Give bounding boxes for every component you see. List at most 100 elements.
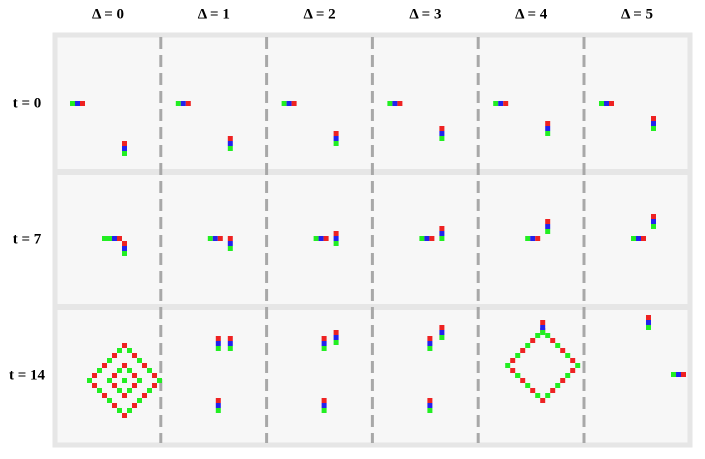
cell — [333, 236, 339, 241]
cell — [132, 383, 137, 388]
cell — [137, 378, 142, 383]
cell — [651, 224, 656, 229]
cell — [540, 398, 546, 403]
cell — [439, 330, 445, 335]
cell — [227, 141, 233, 146]
cell — [122, 413, 127, 418]
cell — [439, 126, 445, 131]
cell — [560, 348, 566, 353]
cell — [439, 236, 445, 241]
cell — [510, 358, 516, 363]
cell — [132, 353, 137, 358]
cell — [505, 363, 511, 368]
cell — [427, 408, 433, 413]
cell — [520, 348, 526, 353]
cell — [525, 236, 531, 241]
cell — [75, 101, 80, 106]
row-label: t = 14 — [9, 367, 46, 383]
cell — [227, 146, 233, 151]
cell — [439, 136, 445, 141]
cell — [122, 378, 127, 383]
cell — [122, 246, 127, 251]
cell — [439, 335, 445, 340]
cell — [641, 236, 646, 241]
cell — [427, 398, 433, 403]
cell — [112, 373, 117, 378]
cell — [217, 236, 223, 241]
cell — [429, 236, 435, 241]
cell — [112, 236, 117, 241]
cell — [419, 236, 425, 241]
cell — [646, 315, 651, 320]
cell — [530, 338, 536, 343]
cell — [387, 101, 393, 106]
cell — [651, 219, 656, 224]
cell — [631, 236, 636, 241]
column-label: Δ = 5 — [621, 6, 653, 22]
cell — [525, 383, 531, 388]
cell — [286, 101, 292, 106]
cell — [122, 151, 127, 156]
cell — [207, 236, 213, 241]
cell — [321, 336, 327, 341]
cell — [80, 101, 85, 106]
cell — [555, 383, 561, 388]
cell — [676, 372, 681, 377]
cell — [604, 101, 609, 106]
cell — [575, 363, 581, 368]
cell — [157, 378, 162, 383]
cell — [333, 136, 339, 141]
cell — [215, 408, 221, 413]
cell — [540, 330, 546, 335]
column-label: Δ = 1 — [198, 6, 230, 22]
cell — [565, 353, 571, 358]
cell — [112, 383, 117, 388]
cell — [545, 224, 551, 229]
cell — [424, 236, 430, 241]
cell — [107, 236, 112, 241]
cell — [545, 126, 551, 131]
cell — [112, 403, 117, 408]
cell — [392, 101, 398, 106]
cell — [137, 398, 142, 403]
cell — [102, 363, 107, 368]
cell — [281, 101, 287, 106]
cell — [291, 101, 297, 106]
cell — [510, 368, 516, 373]
cell — [92, 373, 97, 378]
cell — [427, 336, 433, 341]
cell — [333, 231, 339, 236]
cell — [102, 236, 107, 241]
cell — [321, 403, 327, 408]
cell — [117, 368, 122, 373]
cell — [70, 101, 75, 106]
cell — [142, 393, 147, 398]
cell — [147, 368, 152, 373]
cell — [535, 236, 541, 241]
cell — [333, 335, 339, 340]
cell — [227, 241, 233, 246]
cell — [321, 408, 327, 413]
cell — [107, 358, 112, 363]
cell — [651, 214, 656, 219]
cell — [102, 393, 107, 398]
cell — [122, 241, 127, 246]
cell — [427, 341, 433, 346]
cell — [122, 343, 127, 348]
cell — [651, 126, 656, 131]
cell — [545, 229, 551, 234]
cell — [122, 251, 127, 256]
cell — [550, 338, 556, 343]
cell — [122, 363, 127, 368]
cell — [313, 236, 319, 241]
cell — [122, 393, 127, 398]
cell — [681, 372, 686, 377]
cell — [671, 372, 676, 377]
cell — [545, 333, 551, 338]
cell — [180, 101, 186, 106]
cell — [545, 393, 551, 398]
cell — [132, 373, 137, 378]
cell — [555, 343, 561, 348]
cell — [530, 388, 536, 393]
cell — [107, 398, 112, 403]
